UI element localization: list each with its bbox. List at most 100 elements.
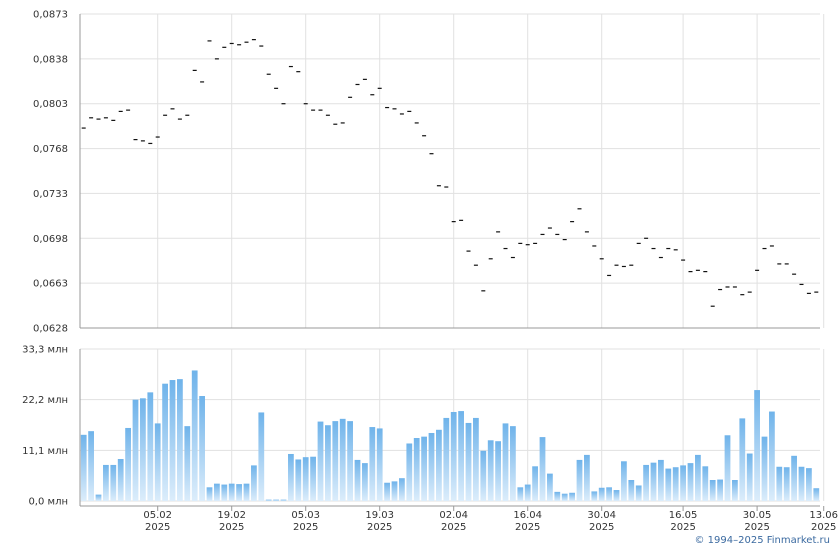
price-tick-label: 0,0733 <box>33 189 68 200</box>
volume-axis: 33,3 млн 22,2 млн 11,1 млн 0,0 млн <box>22 345 820 508</box>
volume-bar <box>561 493 568 501</box>
volume-bar <box>191 370 198 501</box>
x-tick-label-year: 2025 <box>670 522 695 533</box>
volume-bar <box>487 440 494 501</box>
x-tick-label-day: 30.04 <box>587 510 616 521</box>
volume-bar <box>724 435 731 501</box>
volume-bar <box>362 463 368 501</box>
price-tick-label: 0,0838 <box>33 54 68 65</box>
volume-bar <box>510 426 516 501</box>
volume-bar <box>635 485 642 501</box>
volume-series <box>80 370 820 501</box>
volume-bar <box>221 484 228 501</box>
x-tick-label-year: 2025 <box>367 522 392 533</box>
x-tick-label-day: 02.04 <box>439 510 468 521</box>
volume-bar <box>280 499 287 501</box>
x-tick-label-day: 13.06 <box>809 510 838 521</box>
volume-bar <box>732 480 738 501</box>
volume-bar <box>643 464 649 501</box>
volume-bar <box>406 443 413 501</box>
volume-bar <box>806 468 812 501</box>
x-tick-label-year: 2025 <box>293 522 318 533</box>
volume-bar <box>695 454 701 501</box>
volume-bar <box>776 466 783 501</box>
volume-bar <box>214 483 220 501</box>
volume-bar <box>569 492 575 501</box>
price-tick-label: 0,0663 <box>33 279 68 290</box>
volume-bar <box>702 466 709 501</box>
volume-bar <box>317 421 324 501</box>
volume-bar <box>754 390 760 501</box>
volume-bar <box>288 453 294 501</box>
volume-bar <box>310 456 316 501</box>
volume-bar <box>332 421 339 501</box>
volume-bar <box>140 398 146 501</box>
volume-bar <box>524 484 531 501</box>
volume-bar <box>413 438 420 501</box>
x-tick-label-year: 2025 <box>441 522 466 533</box>
x-tick-label-year: 2025 <box>145 522 170 533</box>
volume-bar <box>125 427 131 501</box>
volume-bar <box>399 478 405 501</box>
volume-bar <box>480 450 487 501</box>
volume-bar <box>228 483 235 501</box>
volume-bar <box>117 459 124 501</box>
price-axis: 0,0873 0,0838 0,0803 0,0768 0,0733 0,0698 0,06… <box>33 10 820 335</box>
volume-bar <box>465 422 472 501</box>
volume-bar <box>199 396 205 501</box>
volume-bar <box>436 429 442 501</box>
volume-bar <box>539 437 546 501</box>
volume-bar <box>606 487 612 501</box>
volume-bar <box>421 436 427 501</box>
volume-bar <box>613 490 620 501</box>
volume-bar <box>325 425 331 501</box>
volume-bar <box>621 461 627 501</box>
volume-bar <box>502 423 509 501</box>
volume-bar <box>354 459 361 501</box>
volume-bar <box>658 459 664 501</box>
volume-bar <box>517 487 524 501</box>
volume-bar <box>110 464 117 501</box>
volume-bar <box>532 466 538 501</box>
x-tick-label-day: 05.02 <box>143 510 172 521</box>
volume-bar <box>672 467 679 501</box>
volume-bar <box>495 441 501 501</box>
volume-bar <box>95 494 102 501</box>
volume-bar <box>184 426 191 501</box>
volume-bar <box>295 459 302 501</box>
volume-bar <box>339 418 346 501</box>
volume-bar <box>147 392 154 501</box>
volume-tick-label: 33,3 млн <box>22 345 68 356</box>
volume-bar <box>554 491 561 501</box>
volume-bar <box>103 464 109 501</box>
volume-bar <box>236 484 242 501</box>
volume-bar <box>243 483 250 501</box>
price-gridlines <box>80 13 825 329</box>
volume-bar <box>162 383 168 501</box>
x-tick-label-day: 19.03 <box>365 510 394 521</box>
volume-bar <box>443 417 450 501</box>
x-tick-label-year: 2025 <box>219 522 244 533</box>
volume-bar <box>687 463 694 501</box>
volume-tick-label: 0,0 млн <box>28 497 68 508</box>
volume-bar <box>739 418 746 501</box>
price-tick-label: 0,0803 <box>33 99 68 110</box>
volume-bar <box>169 380 176 501</box>
x-tick-label-day: 30.05 <box>743 510 772 521</box>
volume-bar <box>680 465 686 501</box>
volume-tick-label: 11,1 млн <box>22 446 68 457</box>
volume-bar <box>369 427 376 501</box>
volume-bar <box>746 453 753 501</box>
price-series <box>81 39 819 307</box>
volume-bar <box>450 411 457 501</box>
x-tick-label-year: 2025 <box>589 522 614 533</box>
x-tick-label-year: 2025 <box>515 522 540 533</box>
volume-bar <box>769 411 775 501</box>
x-axis: 05.02202519.02202505.03202519.03202502.0… <box>143 506 838 533</box>
volume-bar <box>132 399 139 501</box>
volume-bar <box>813 488 820 501</box>
volume-bar <box>384 482 390 501</box>
volume-bar <box>591 491 598 501</box>
volume-bar <box>347 421 353 501</box>
